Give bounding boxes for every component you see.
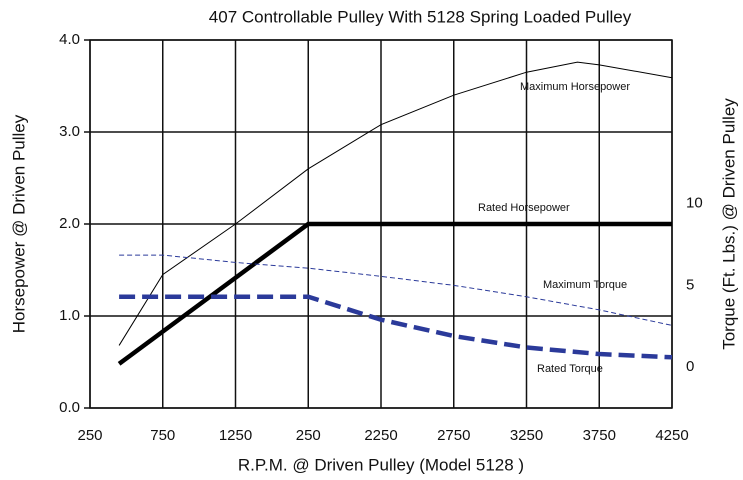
series-label: Rated Horsepower: [478, 202, 570, 214]
series-line: [119, 254, 673, 326]
y2-tick-label: 10: [686, 195, 703, 212]
y-axis-label: Horsepower @ Driven Pulley: [9, 114, 28, 333]
series-line: [117, 221, 672, 366]
series-line: [119, 294, 673, 360]
x-tick-label: 1250: [219, 427, 252, 444]
x-axis-label: R.P.M. @ Driven Pulley (Model 5128 ): [238, 455, 524, 474]
y-tick-label: 4.0: [59, 31, 80, 48]
x-tick-label: 3750: [583, 427, 616, 444]
x-tick-label: 3250: [510, 427, 543, 444]
y-tick-label: 3.0: [59, 123, 80, 140]
y2-tick-label: 0: [686, 358, 694, 375]
x-tick-label: 250: [77, 427, 102, 444]
y2-axis-label: Torque (Ft. Lbs.) @ Driven Pulley: [719, 98, 738, 350]
x-tick-label: 250: [296, 427, 321, 444]
y-tick-label: 2.0: [59, 215, 80, 232]
series-label: Maximum Torque: [543, 279, 627, 291]
y2-tick-label: 5: [686, 276, 694, 293]
x-tick-label: 2250: [364, 427, 397, 444]
series-line: [118, 61, 673, 346]
series-label: Rated Torque: [537, 363, 603, 375]
x-tick-label: 750: [150, 427, 175, 444]
y-tick-label: 1.0: [59, 307, 80, 324]
x-tick-label: 2750: [437, 427, 470, 444]
y-tick-label: 0.0: [59, 399, 80, 416]
series-label: Maximum Horsepower: [520, 81, 630, 93]
x-tick-label: 4250: [655, 427, 688, 444]
chart-title: 407 Controllable Pulley With 5128 Spring…: [209, 7, 632, 26]
